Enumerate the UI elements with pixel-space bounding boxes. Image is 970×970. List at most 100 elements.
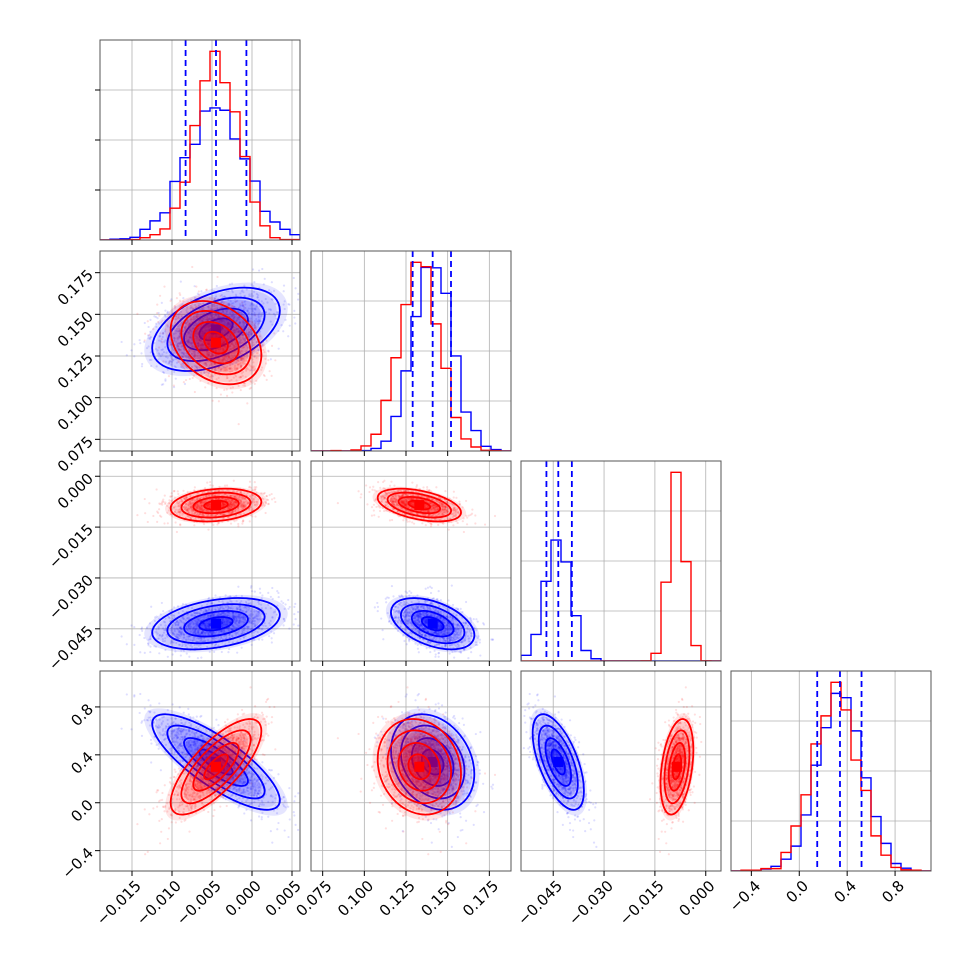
sample-point [228,356,231,359]
sample-point [205,336,208,339]
sample-point [226,368,229,371]
sample-point [200,332,204,335]
sample-point [193,352,196,355]
sample-point [239,342,242,345]
sample-point [195,285,198,288]
sample-point [249,331,252,334]
sample-point [214,368,217,371]
sample-point [196,343,199,346]
sample-point [177,360,180,363]
sample-point [199,355,202,358]
panel-0-0 [100,40,300,240]
sample-point [192,318,195,321]
sample-point [229,344,232,348]
sample-point [188,335,191,339]
sample-point [166,311,169,314]
sample-point [231,317,235,320]
sample-point [232,351,235,355]
sample-point [257,323,260,326]
sample-point [261,313,264,316]
sample-point [194,337,197,341]
sample-point [273,497,276,500]
sample-point [189,318,193,322]
sample-point [272,632,276,635]
sample-point [224,368,227,371]
panel-2-0 [100,461,300,661]
sample-point [245,368,248,371]
sample-point [233,351,237,354]
sample-point [276,590,279,593]
sample-point [216,275,219,279]
sample-point [175,297,179,300]
sample-point [237,330,241,333]
sample-point [247,333,250,337]
sample-point [194,331,197,334]
sample-point [190,352,194,355]
sample-point [220,319,223,323]
sample-point [239,358,242,361]
sample-point [146,320,149,323]
sample-point [257,321,260,325]
sample-point [258,587,262,590]
sample-point [156,311,159,315]
sample-point [260,368,263,371]
sample-point [207,353,210,356]
sample-point [247,312,250,316]
sample-point [243,306,246,309]
sample-point [164,502,167,506]
sample-point [222,367,225,370]
sample-point [188,350,191,353]
sample-point [223,341,226,345]
sample-point [245,349,248,353]
sample-point [232,305,235,308]
sample-point [233,328,236,331]
sample-point [235,328,239,331]
sample-point [143,340,146,343]
sample-point [231,342,234,346]
sample-point [177,336,180,340]
sample-point [261,267,264,271]
sample-point [224,329,227,332]
sample-point [223,340,226,343]
sample-point [195,315,198,319]
sample-point [227,289,230,292]
sample-point [233,346,236,349]
sample-point [228,363,232,367]
sample-point [194,303,197,307]
sample-point [177,341,180,345]
sample-point [171,359,175,362]
sample-point [179,336,182,339]
sample-point [208,343,211,346]
sample-point [217,359,220,362]
sample-point [229,325,232,328]
sample-point [207,353,210,356]
sample-point [198,293,201,296]
sample-point [150,605,153,608]
sample-point [186,320,189,323]
sample-point [243,338,246,341]
sample-point [190,318,193,321]
sample-point [213,307,216,311]
sample-point [227,325,230,329]
sample-point [228,283,231,286]
sample-point [222,347,225,350]
sample-point [170,343,173,346]
sample-point [212,317,215,320]
sample-point [270,374,273,377]
sample-point [248,295,251,298]
sample-point [182,351,185,354]
sample-point [238,322,241,325]
sample-point [224,346,228,349]
sample-point [201,333,204,336]
sample-point [222,329,226,332]
sample-point [247,368,250,371]
sample-point [200,334,203,337]
sample-point [191,327,194,330]
sample-point [205,288,208,292]
sample-point [293,613,296,616]
sample-point [257,348,261,352]
sample-point [230,342,233,346]
sample-point [242,320,245,323]
sample-point [231,347,234,350]
sample-point [262,373,265,377]
